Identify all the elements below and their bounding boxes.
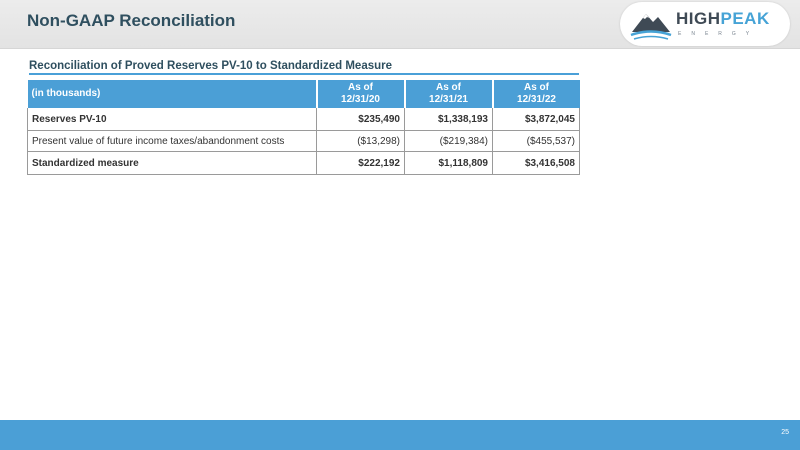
cell-value: $222,192 <box>316 151 405 175</box>
logo-subtitle: ENERGY <box>678 31 760 37</box>
column-header-2022: As of 12/31/22 <box>491 80 580 108</box>
mountain-icon <box>630 14 672 40</box>
page-title: Non-GAAP Reconciliation <box>27 11 236 30</box>
label-column-header: (in thousands) <box>27 80 317 108</box>
table-header-row: (in thousands) As of 12/31/20 As of 12/31/… <box>27 80 580 108</box>
row-label: Reserves PV-10 <box>27 108 317 131</box>
column-header-2021: As of 12/31/21 <box>403 80 493 108</box>
cell-value: $3,416,508 <box>492 151 580 175</box>
section-title: Reconciliation of Proved Reserves PV-10 … <box>29 60 579 75</box>
table-row: Present value of future income taxes/aba… <box>27 130 580 152</box>
column-header-2020: As of 12/31/20 <box>315 80 405 108</box>
header-bar: Non-GAAP Reconciliation HIGHPEAK ENERGY <box>0 0 800 49</box>
cell-value: ($13,298) <box>316 130 405 152</box>
page-number: 25 <box>781 429 789 436</box>
reconciliation-table: (in thousands) As of 12/31/20 As of 12/31/… <box>27 80 580 175</box>
cell-value: $3,872,045 <box>492 108 580 131</box>
table-row: Reserves PV-10 $235,490 $1,338,193 $3,87… <box>27 108 580 131</box>
cell-value: $235,490 <box>316 108 405 131</box>
row-label: Present value of future income taxes/aba… <box>27 130 317 152</box>
footer-bar: 25 <box>0 420 800 450</box>
company-logo: HIGHPEAK ENERGY <box>620 2 790 46</box>
table-row: Standardized measure $222,192 $1,118,809… <box>27 151 580 175</box>
cell-value: $1,338,193 <box>404 108 493 131</box>
cell-value: ($219,384) <box>404 130 493 152</box>
cell-value: $1,118,809 <box>404 151 493 175</box>
cell-value: ($455,537) <box>492 130 580 152</box>
logo-wordmark: HIGHPEAK <box>676 9 770 28</box>
row-label: Standardized measure <box>27 151 317 175</box>
